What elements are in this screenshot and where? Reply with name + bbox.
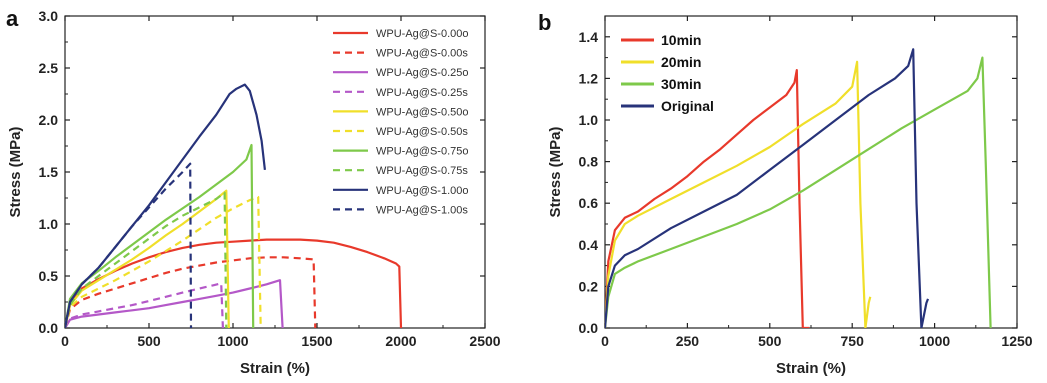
y-tick-label: 0.2 — [579, 278, 599, 294]
series-line-wpu-ag-s-0-75s — [65, 191, 228, 328]
series-group — [605, 48, 992, 328]
x-tick-label: 2000 — [385, 333, 416, 349]
x-axis-label: Strain (%) — [776, 360, 846, 377]
y-tick-label: 1.4 — [579, 29, 599, 45]
panel-label: a — [6, 6, 19, 31]
series-line-wpu-ag-s-0-25o — [65, 279, 284, 328]
y-tick-label: 2.5 — [39, 60, 59, 76]
legend-entry: Original — [661, 98, 714, 114]
x-axis-label: Strain (%) — [240, 360, 310, 377]
series-line-wpu-ag-s-0-25s — [65, 282, 224, 328]
legend-entry: WPU-Ag@S-0.75s — [376, 165, 468, 177]
x-tick-label: 1000 — [217, 333, 248, 349]
legend-entry: WPU-Ag@S-1.00o — [376, 185, 468, 197]
y-tick-label: 0.4 — [579, 237, 599, 253]
legend-entry: WPU-Ag@S-0.50s — [376, 126, 468, 138]
x-tick-label: 500 — [137, 333, 161, 349]
y-tick-label: 0.6 — [579, 195, 599, 211]
x-tick-label: 500 — [758, 333, 782, 349]
series-line-wpu-ag-s-1-00s — [65, 162, 193, 328]
legend-entry: WPU-Ag@S-0.00s — [376, 48, 468, 60]
y-tick-label: 0.8 — [579, 154, 599, 170]
series-line-10min — [605, 69, 810, 328]
legend-entry: WPU-Ag@S-0.50o — [376, 106, 468, 118]
panel-b-chart: b 0 250 500 750 1000 1250 0.0 0.2 0.4 0.6 0.8 1.0 1.2… — [538, 10, 1033, 377]
y-tick-label: 3.0 — [39, 8, 59, 24]
series-line-20min — [605, 60, 872, 328]
legend-entry: 30min — [661, 76, 701, 92]
legend-entry: WPU-Ag@S-0.25s — [376, 87, 468, 99]
series-group — [65, 83, 403, 328]
x-tick-label: 1000 — [919, 333, 950, 349]
x-tick-label: 1500 — [301, 333, 332, 349]
legend-entry: WPU-Ag@S-1.00s — [376, 204, 468, 216]
y-tick-label: 1.2 — [579, 70, 599, 86]
y-tick-label: 1.0 — [39, 216, 59, 232]
y-tick-label: 0.5 — [39, 268, 59, 284]
series-line-original — [605, 48, 930, 328]
y-axis-label: Stress (MPa) — [547, 127, 564, 218]
y-tick-label: 2.0 — [39, 112, 59, 128]
series-line-wpu-ag-s-0-50s — [65, 195, 262, 328]
legend-entry: 20min — [661, 54, 701, 70]
legend-entry: WPU-Ag@S-0.00o — [376, 28, 468, 40]
series-line-wpu-ag-s-0-00o — [65, 238, 403, 328]
y-tick-label: 1.5 — [39, 164, 59, 180]
y-tick-label: 0.0 — [39, 320, 59, 336]
x-tick-label: 750 — [841, 333, 865, 349]
x-tick-label: 0 — [601, 333, 609, 349]
legend-entry: WPU-Ag@S-0.75o — [376, 146, 468, 158]
y-tick-label: 1.0 — [579, 112, 599, 128]
x-tick-label: 1250 — [1001, 333, 1032, 349]
series-line-30min — [605, 56, 992, 328]
panel-a-chart: a 0 500 1000 1500 2000 2500 0.0 0.5 1.0 1.5 2.0 2.5 3… — [6, 6, 501, 377]
series-line-wpu-ag-s-1-00o — [65, 83, 266, 328]
legend-entry: 10min — [661, 32, 701, 48]
legend-entry: WPU-Ag@S-0.25o — [376, 67, 468, 79]
y-tick-label: 0.0 — [579, 320, 599, 336]
x-tick-label: 0 — [61, 333, 69, 349]
series-line-wpu-ag-s-0-75o — [65, 143, 255, 328]
panel-label: b — [538, 10, 551, 35]
x-tick-label: 250 — [676, 333, 700, 349]
y-axis-label: Stress (MPa) — [7, 127, 24, 218]
x-tick-label: 2500 — [469, 333, 500, 349]
